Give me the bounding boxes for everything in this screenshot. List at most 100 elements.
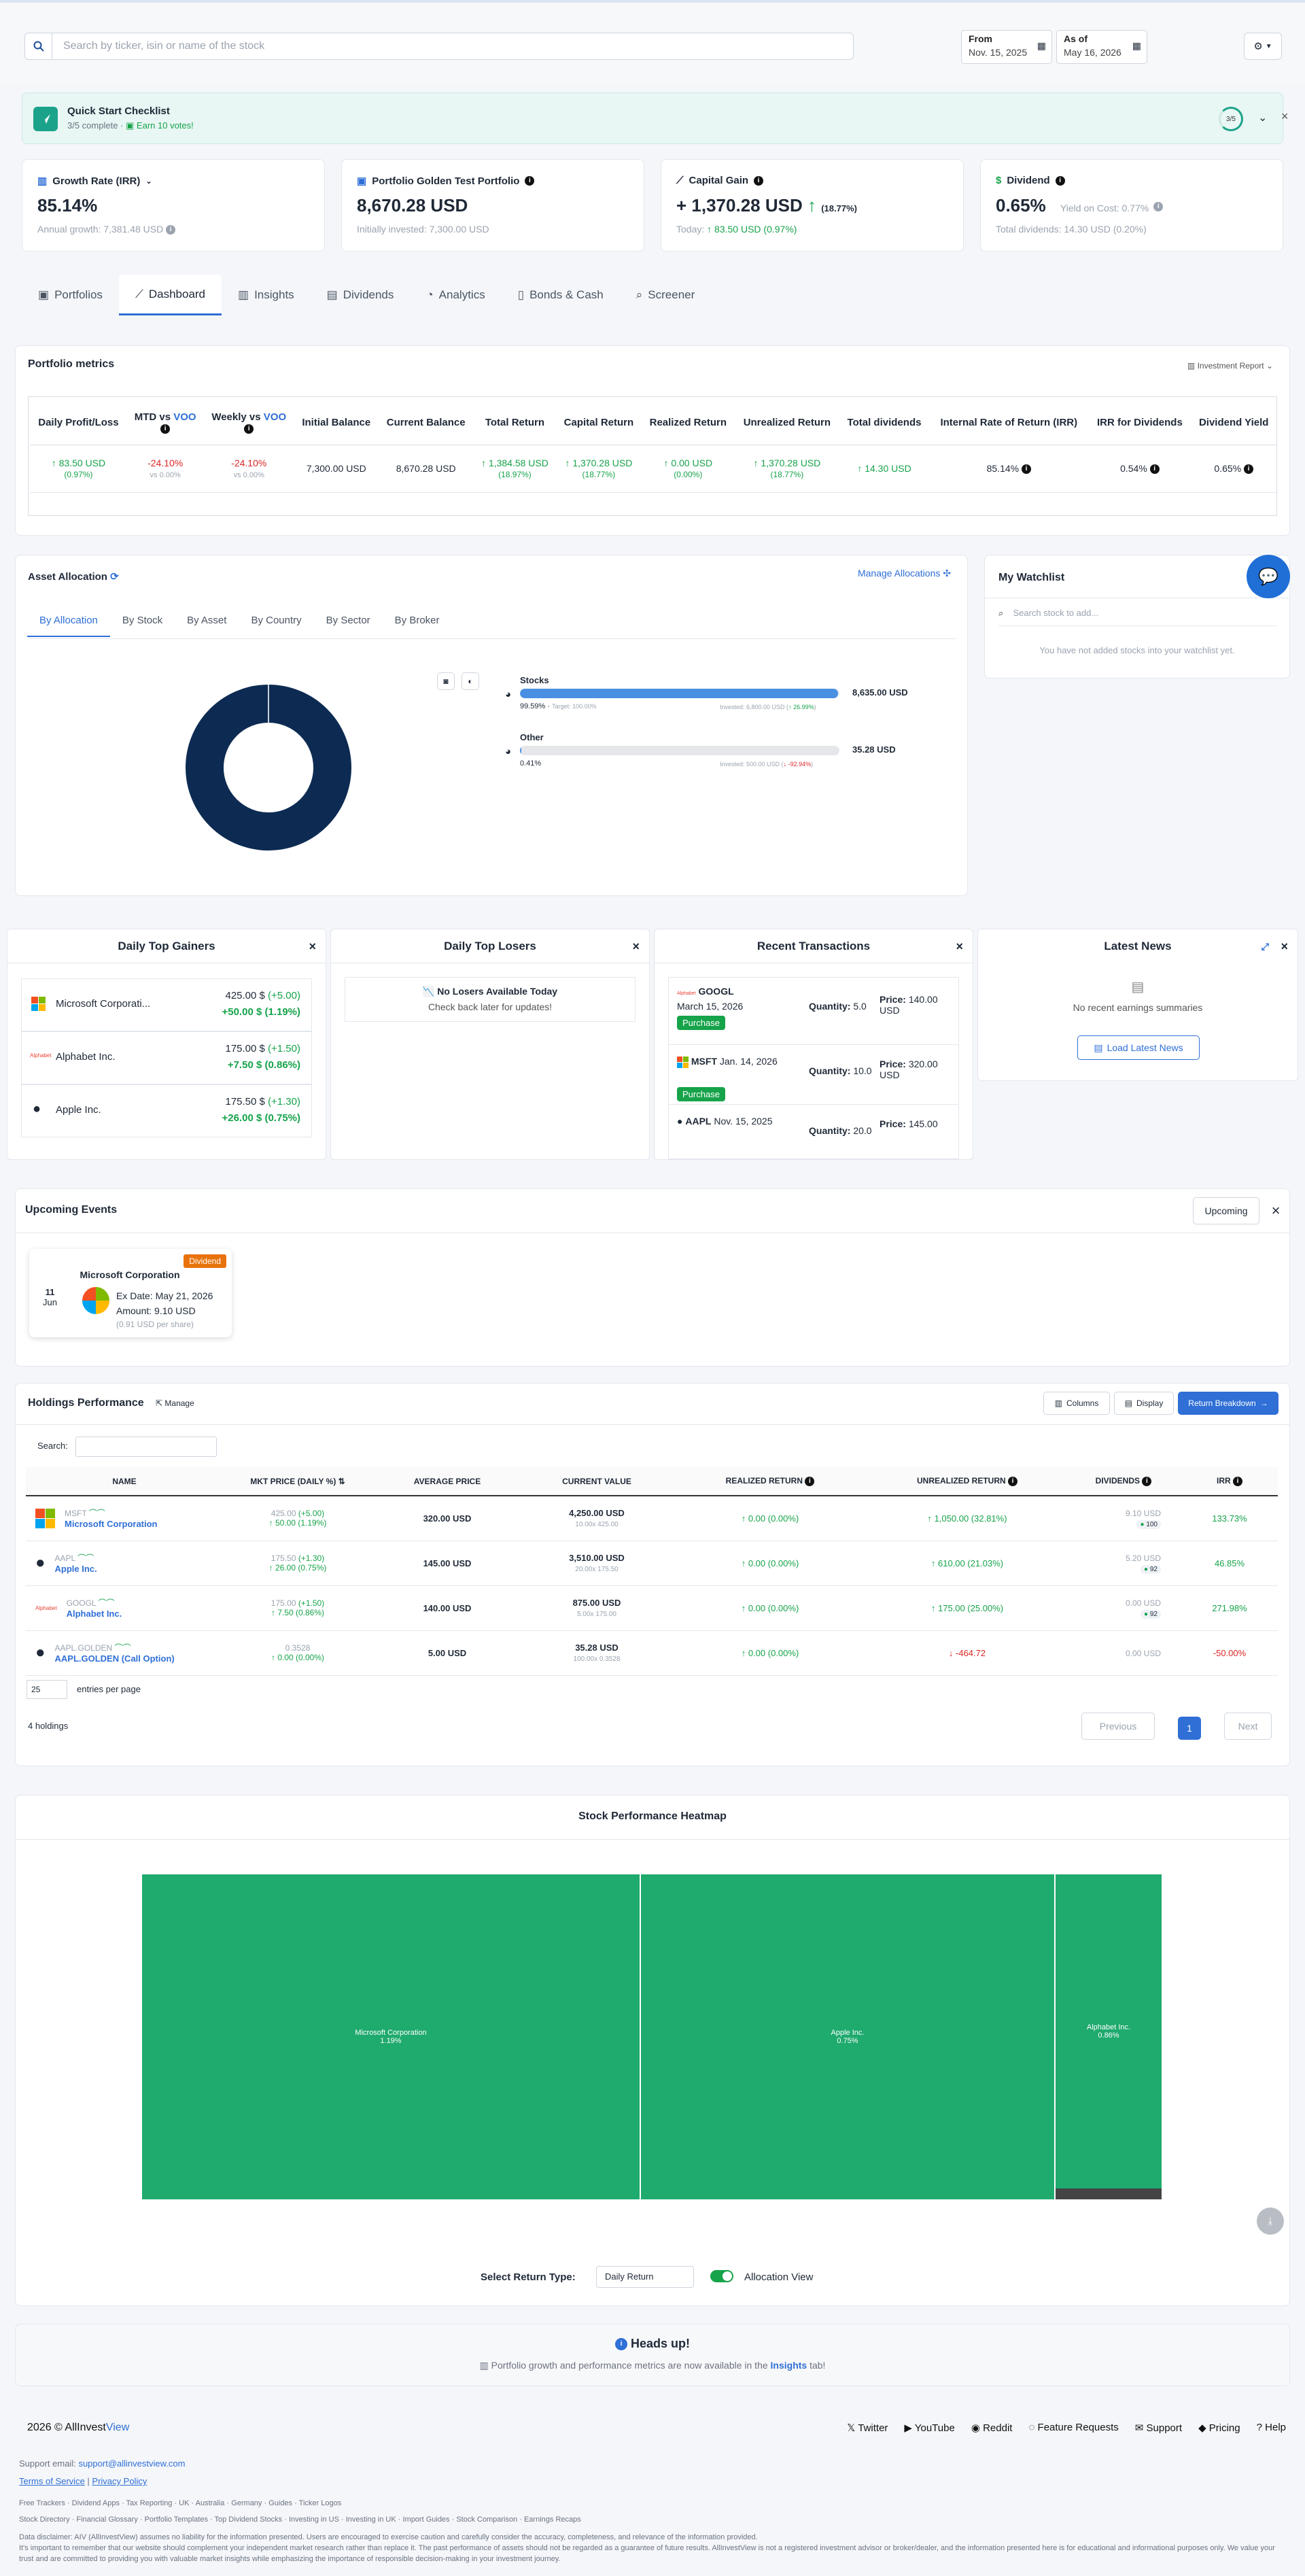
reddit-link[interactable]: ◉ Reddit — [971, 2422, 1013, 2434]
alphabet-logo-icon: Alphabet — [35, 1604, 57, 1611]
footer-line2[interactable]: Stock Directory · Financial Glossary · P… — [19, 2515, 581, 2524]
tab-by-stock[interactable]: By Stock — [122, 615, 163, 626]
stat-title: Capital Gain — [689, 175, 749, 186]
heatmap-cell-option[interactable] — [1056, 2188, 1162, 2199]
info-icon[interactable]: i — [1055, 175, 1065, 186]
tab-dividends[interactable]: ▤ Dividends — [326, 288, 394, 301]
return-type-select[interactable]: Daily Return — [596, 2266, 694, 2288]
manage-link[interactable]: ⇱ Manage — [156, 1398, 194, 1408]
chart-download-icon[interactable]: ⤓ — [1257, 2208, 1284, 2235]
close-icon[interactable]: × — [632, 940, 640, 953]
gainer-item[interactable]: Alphabet Alphabet Inc. 175.00 $ (+1.50) … — [21, 1031, 312, 1084]
upcoming-events-card: Upcoming Events Upcoming × Dividend Micr… — [15, 1188, 1290, 1367]
info-icon[interactable]: i — [754, 175, 764, 186]
th-avg[interactable]: AVERAGE PRICE — [372, 1467, 522, 1496]
camera-icon[interactable]: ◙ — [437, 672, 455, 690]
twitter-link[interactable]: 𝕏 Twitter — [847, 2422, 888, 2434]
page-1-button[interactable]: 1 — [1178, 1717, 1201, 1740]
holding-row[interactable]: Alphabet GOOGL ⌒⌒ Alphabet Inc. 175.00 (+1.… — [26, 1585, 1278, 1631]
chat-icon: 💬 — [1258, 567, 1278, 586]
previous-button[interactable]: Previous — [1081, 1713, 1155, 1740]
th-dividends[interactable]: DIVIDENDS i — [1066, 1467, 1181, 1496]
watchlist-search[interactable]: ⌕ Search stock to add... — [998, 607, 1277, 626]
holding-row[interactable]: ● AAPL ⌒⌒ Apple Inc. 175.50 (+1.30) ↑ 26.00 … — [26, 1541, 1278, 1586]
close-icon[interactable]: × — [1281, 109, 1289, 123]
manage-allocations-link[interactable]: Manage Allocations ✣ — [857, 568, 951, 579]
th-price[interactable]: MKT PRICE (DAILY %) ⇅ — [223, 1467, 372, 1496]
palette-icon[interactable]: ◐ — [462, 672, 479, 690]
info-icon[interactable]: i — [1153, 202, 1164, 212]
heatmap-cell[interactable]: Apple Inc. 0.75% — [641, 1874, 1056, 2199]
event-item[interactable]: Dividend Microsoft Corporation 11 Jun Ex … — [29, 1249, 232, 1337]
pricing-link[interactable]: ◆ Pricing — [1198, 2422, 1240, 2434]
support-link[interactable]: ✉ Support — [1134, 2422, 1183, 2434]
close-icon[interactable]: × — [1281, 940, 1288, 953]
close-icon[interactable]: × — [1264, 1197, 1288, 1224]
gainer-item[interactable]: Microsoft Corporati... 425.00 $ (+5.00) … — [21, 978, 312, 1031]
stat-value-pct: (18.77%) — [821, 203, 857, 213]
chart-icon: ▥ — [37, 175, 48, 187]
columns-button[interactable]: ▥ Columns — [1043, 1392, 1110, 1415]
info-icon[interactable]: i — [166, 225, 176, 235]
search-input[interactable] — [63, 39, 845, 54]
help-link[interactable]: ? Help — [1256, 2422, 1286, 2433]
th-irr[interactable]: IRR i — [1181, 1467, 1278, 1496]
heatmap-cell[interactable]: Alphabet Inc. 0.86% — [1056, 1874, 1162, 2188]
return-breakdown-button[interactable]: Return Breakdown → — [1178, 1392, 1278, 1415]
th-name[interactable]: NAME — [26, 1467, 223, 1496]
close-icon[interactable]: × — [956, 940, 963, 953]
chat-button[interactable]: 💬 — [1247, 555, 1290, 598]
refresh-icon: ⟳ — [110, 571, 119, 583]
tab-by-country[interactable]: By Country — [251, 615, 302, 626]
th-realized[interactable]: REALIZED RETURN i — [672, 1467, 869, 1496]
dividends-cell: ↑ 14.30 USD — [839, 445, 930, 493]
entries-select[interactable]: 25 — [27, 1680, 67, 1699]
from-date[interactable]: From Nov. 15, 2025 ▦ — [961, 30, 1052, 64]
terms-link[interactable]: Terms of Service — [19, 2476, 85, 2486]
search-box[interactable] — [24, 33, 854, 60]
tab-analytics[interactable]: ◔ Analytics — [426, 288, 485, 301]
th-value[interactable]: CURRENT VALUE — [522, 1467, 672, 1496]
unrealized-cell: ↑ 1,370.28 USD (18.77%) — [734, 445, 839, 493]
gainer-item[interactable]: ● Apple Inc. 175.50 $ (+1.30) +26.00 $ (… — [21, 1084, 312, 1137]
display-button[interactable]: ▤ Display — [1114, 1392, 1174, 1415]
close-icon[interactable]: × — [309, 940, 316, 953]
tab-by-asset[interactable]: By Asset — [187, 615, 227, 626]
holding-row[interactable]: MSFT ⌒⌒ Microsoft Corporation 425.00 (+5.0… — [26, 1496, 1278, 1541]
display-icon: ▤ — [1124, 1398, 1132, 1408]
chevron-down-icon[interactable]: ⌄ — [145, 177, 152, 186]
youtube-link[interactable]: ▶ YouTube — [904, 2422, 955, 2434]
holding-row[interactable]: ● AAPL.GOLDEN ⌒⌒ AAPL.GOLDEN (Call Option)… — [26, 1630, 1278, 1676]
tab-by-allocation[interactable]: By Allocation — [27, 605, 110, 637]
tab-by-sector[interactable]: By Sector — [326, 615, 370, 626]
insights-link[interactable]: Insights — [770, 2360, 807, 2371]
events-filter-select[interactable]: Upcoming — [1193, 1197, 1259, 1224]
chevron-down-icon[interactable]: ⌄ — [1258, 112, 1268, 124]
load-news-button[interactable]: ▤ Load Latest News — [1077, 1035, 1200, 1060]
allocation-view-toggle[interactable] — [710, 2270, 733, 2282]
th-unrealized[interactable]: UNREALIZED RETURN i — [869, 1467, 1066, 1496]
email-link[interactable]: support@allinvestview.com — [78, 2458, 186, 2469]
next-button[interactable]: Next — [1224, 1713, 1272, 1740]
tab-by-broker[interactable]: By Broker — [394, 615, 440, 626]
tab-bonds-cash[interactable]: ▯ Bonds & Cash — [517, 288, 604, 301]
tab-insights[interactable]: ▥ Insights — [238, 288, 294, 301]
tab-portfolios[interactable]: ▣ Portfolios — [38, 288, 103, 301]
expand-icon[interactable]: ⤢ — [1261, 941, 1269, 952]
footer-line1[interactable]: Free Trackers · Dividend Apps · Tax Repo… — [19, 2499, 342, 2507]
feature-requests-link[interactable]: ◌ Feature Requests — [1028, 2422, 1119, 2433]
transaction-item[interactable]: ● AAPL Nov. 15, 2025 Quantity: 20.0 Pric… — [668, 1105, 959, 1159]
privacy-link[interactable]: Privacy Policy — [92, 2476, 147, 2486]
tab-dashboard[interactable]: ⟋ Dashboard — [118, 275, 222, 315]
tab-screener[interactable]: ⌕ Screener — [636, 288, 695, 301]
info-icon[interactable]: i — [525, 176, 535, 186]
investment-report-button[interactable]: ▥ Investment Report ⌄ — [1187, 361, 1273, 371]
settings-button[interactable]: ⚙ ▼ — [1244, 33, 1282, 60]
quick-start-checklist[interactable]: Quick Start Checklist 3/5 complete · ▣ E… — [22, 92, 1289, 144]
asof-date[interactable]: As of May 16, 2026 ▦ — [1056, 30, 1147, 64]
disclaimer-2: It's important to remember that our webs… — [19, 2544, 1275, 2563]
heatmap-cell[interactable]: Microsoft Corporation 1.19% — [142, 1874, 641, 2199]
holdings-search-input[interactable] — [75, 1437, 217, 1457]
transaction-item[interactable]: MSFT Jan. 14, 2026 Purchase Quantity: 10… — [668, 1045, 959, 1105]
transaction-item[interactable]: Alphabet GOOGL March 15, 2026 Purchase Q… — [668, 977, 959, 1045]
